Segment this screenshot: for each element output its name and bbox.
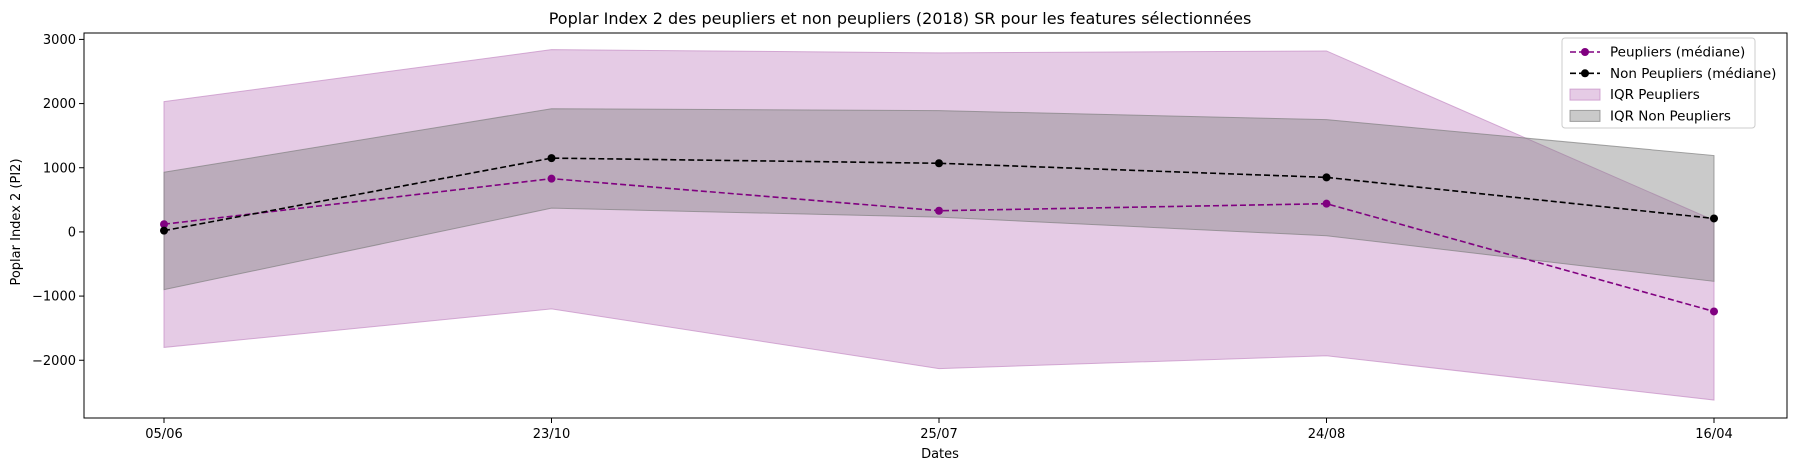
y-tick-label: 0: [68, 225, 76, 240]
data-point-peupliers: [1322, 199, 1331, 208]
y-tick-label: 2000: [43, 97, 76, 112]
data-point-non-peupliers: [160, 226, 168, 235]
plot-frame: [83, 32, 1788, 419]
x-tick-label: 24/08: [1308, 427, 1345, 442]
data-point-peupliers: [547, 174, 556, 183]
x-tick-label: 23/10: [533, 427, 570, 442]
data-point-non-peupliers: [935, 159, 943, 168]
legend-label-peupliers-median: Peupliers (médiane): [1610, 45, 1745, 61]
legend-patch-iqr-non-peupliers: [1569, 109, 1601, 122]
data-point-non-peupliers: [1710, 214, 1718, 223]
series-line-non-peupliers: [163, 157, 1715, 232]
y-tick-label: −2000: [32, 354, 76, 369]
chart-title: Poplar Index 2 des peupliers et non peup…: [549, 9, 1252, 28]
x-tick-label: 25/07: [920, 427, 957, 442]
legend-marker-peupliers-median: [1581, 48, 1589, 56]
y-tick-label: −1000: [32, 290, 76, 305]
iqr-band-peupliers: [163, 49, 1715, 401]
y-axis-label: Poplar Index 2 (PI2): [9, 158, 24, 285]
legend-label-non-peupliers-median: Non Peupliers (médiane): [1610, 66, 1776, 82]
legend-marker-non-peupliers-median: [1581, 69, 1589, 78]
data-point-peupliers: [1710, 307, 1718, 316]
data-point-peupliers: [935, 206, 943, 215]
data-point-non-peupliers: [1322, 173, 1331, 182]
x-tick-label: 16/04: [1695, 427, 1732, 442]
y-tick-label: 1000: [43, 161, 76, 176]
legend-patch-iqr-peupliers: [1569, 88, 1601, 101]
plot-area: 05/06 23/10 25/07 24/08 16/04 −2000 −1000 0 1000…: [32, 32, 1788, 442]
legend-box: [1561, 37, 1756, 129]
iqr-band-non-peupliers: [163, 108, 1715, 291]
data-point-peupliers: [160, 220, 168, 229]
data-point-non-peupliers: [547, 154, 556, 163]
x-axis-label: Dates: [921, 447, 959, 462]
x-tick-label: 05/06: [145, 427, 182, 442]
legend: Peupliers (médiane) Non Peupliers (médian…: [1561, 37, 1776, 129]
legend-label-iqr-non-peupliers: IQR Non Peupliers: [1610, 108, 1731, 124]
y-tick-label: 3000: [43, 33, 76, 48]
legend-label-iqr-peupliers: IQR Peupliers: [1610, 87, 1700, 103]
